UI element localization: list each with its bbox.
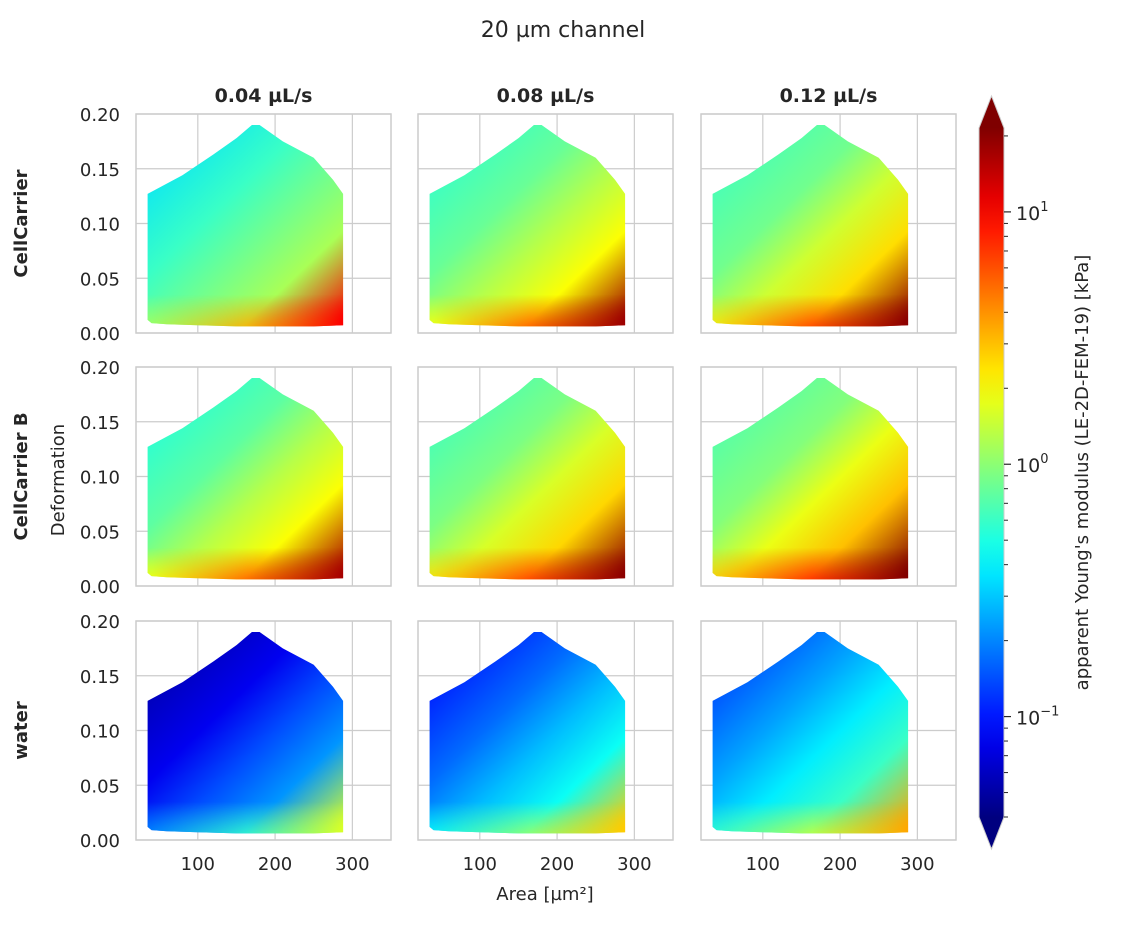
panel-frame [417,620,674,841]
y-tick-label: 0.00 [80,831,120,852]
heatmap-stiff-band [429,294,626,327]
column-title: 0.12 µL/s [780,85,878,107]
panel-2-0: 0.00 0.05 0.10 0.15 0.20 water 100 200 300 [11,612,392,875]
panel-frame [135,366,392,587]
panel-frame [700,113,957,334]
heatmap-stiff-band [147,294,344,327]
colorbar-extend-min [979,817,1004,849]
y-tick-label: 0.20 [80,105,120,126]
y-tick-label: 0.00 [80,324,120,345]
x-tick-label: 300 [335,854,369,875]
colorbar-tick-label: 100 [1016,452,1048,477]
y-tick-label: 0.10 [80,215,120,236]
panel-frame [135,113,392,334]
y-tick-label: 0.20 [80,358,120,379]
x-axis-label: Area [µm²] [496,884,593,905]
panel-grid: 0.00 0.05 0.10 0.15 0.20 CellCarrier 0.04 µL/s… [11,85,957,875]
y-tick-label: 0.15 [80,413,120,434]
column-title: 0.08 µL/s [497,85,595,107]
x-tick-label: 200 [823,854,857,875]
heatmap-stiff-band [147,801,344,834]
colorbar-tick-label: 10−1 [1016,705,1059,730]
x-tick-label: 100 [463,854,497,875]
panel-1-2 [700,366,957,587]
y-tick-label: 0.00 [80,577,120,598]
panel-frame [417,113,674,334]
y-tick-label: 0.05 [80,776,120,797]
x-tick-label: 200 [258,854,292,875]
x-tick-label: 300 [617,854,651,875]
heatmap-stiff-band [429,547,626,580]
y-tick-label: 0.20 [80,612,120,633]
x-tick-label: 200 [540,854,574,875]
x-tick-label: 100 [746,854,780,875]
row-label: CellCarrier B [11,412,32,540]
heatmap-stiff-band [712,294,909,327]
y-tick-label: 0.05 [80,522,120,543]
heatmap-stiff-band [147,547,344,580]
colorbar-tick-label: 101 [1016,200,1048,225]
panel-frame [700,620,957,841]
colorbar: 10−1 100 101 apparent Young's modulus (LE-2… [978,94,1093,851]
y-tick-label: 0.15 [80,160,120,181]
x-tick-label: 300 [900,854,934,875]
x-tick-label: 100 [181,854,215,875]
panel-0-1: 0.08 µL/s [417,85,674,334]
y-tick-label: 0.15 [80,667,120,688]
heatmap-stiff-band [712,801,909,834]
colorbar-label: apparent Young's modulus (LE-2D-FEM-19) … [1072,255,1093,691]
figure-title: 20 µm channel [481,18,645,43]
panel-1-1 [417,366,674,587]
panel-2-2: 100 200 300 [700,620,957,875]
panel-frame [700,366,957,587]
panel-frame [417,366,674,587]
y-axis-label: Deformation [48,424,69,536]
y-tick-label: 0.10 [80,722,120,743]
row-label: CellCarrier [11,169,32,277]
y-tick-label: 0.10 [80,468,120,489]
heatmap-stiff-band [429,801,626,834]
panel-frame [135,620,392,841]
panel-1-0: 0.00 0.05 0.10 0.15 0.20 CellCarrier B [11,358,392,598]
heatmap-stiff-band [712,547,909,580]
panel-0-0: 0.00 0.05 0.10 0.15 0.20 CellCarrier 0.04 µL/s [11,85,392,345]
panel-0-2: 0.12 µL/s [700,85,957,334]
column-title: 0.04 µL/s [215,85,313,107]
colorbar-extend-max [979,96,1004,128]
colorbar-gradient [979,128,1004,817]
row-label: water [11,701,32,760]
panel-2-1: 100 200 300 [417,620,674,875]
y-tick-label: 0.05 [80,269,120,290]
